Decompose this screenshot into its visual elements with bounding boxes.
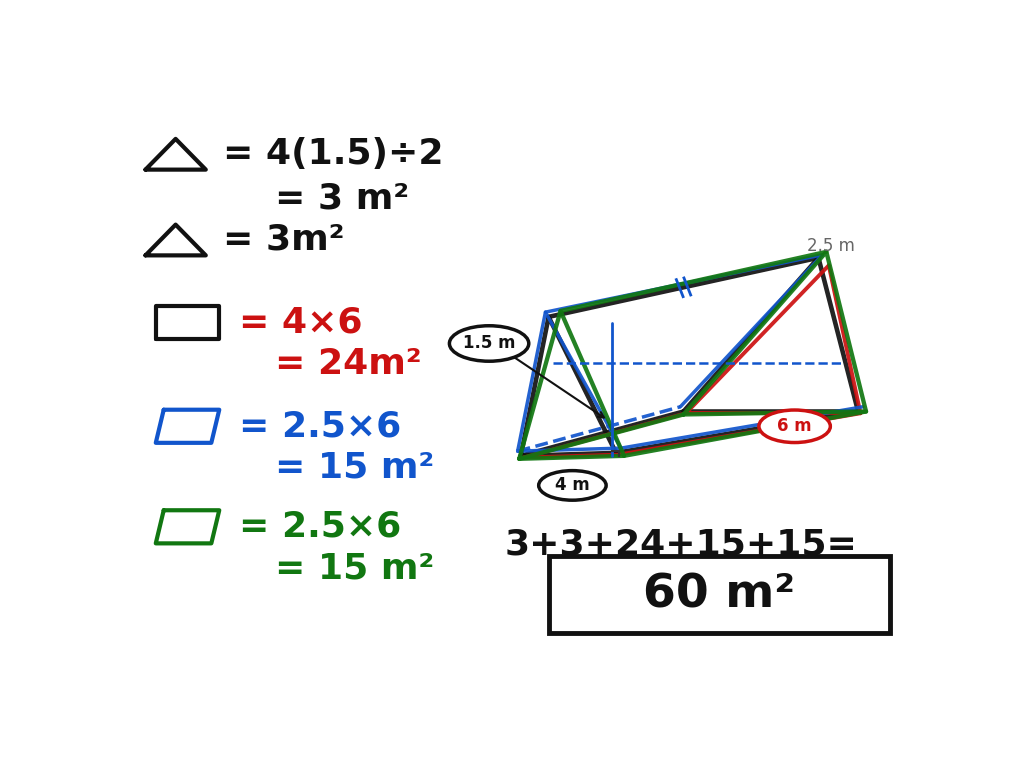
Text: 4 m: 4 m (555, 476, 590, 495)
Text: 1.5 m: 1.5 m (463, 335, 515, 353)
Ellipse shape (450, 326, 528, 361)
Ellipse shape (759, 410, 830, 442)
Text: = 15 m²: = 15 m² (274, 451, 434, 485)
Text: = 3 m²: = 3 m² (274, 181, 409, 216)
Ellipse shape (539, 471, 606, 500)
Text: 60 m²: 60 m² (643, 572, 796, 617)
Text: = 4×6: = 4×6 (240, 306, 362, 339)
Text: = 3m²: = 3m² (223, 223, 345, 257)
Text: = 2.5×6: = 2.5×6 (240, 510, 401, 544)
Text: 2.5 m: 2.5 m (807, 237, 854, 255)
Text: 6 m: 6 m (777, 417, 812, 435)
Text: = 2.5×6: = 2.5×6 (240, 409, 401, 443)
Text: = 15 m²: = 15 m² (274, 551, 434, 585)
Text: = 24m²: = 24m² (274, 347, 422, 381)
Bar (549, 556, 890, 634)
Text: = 4(1.5)÷2: = 4(1.5)÷2 (223, 137, 443, 171)
Text: 3+3+24+15+15=: 3+3+24+15+15= (505, 528, 858, 561)
